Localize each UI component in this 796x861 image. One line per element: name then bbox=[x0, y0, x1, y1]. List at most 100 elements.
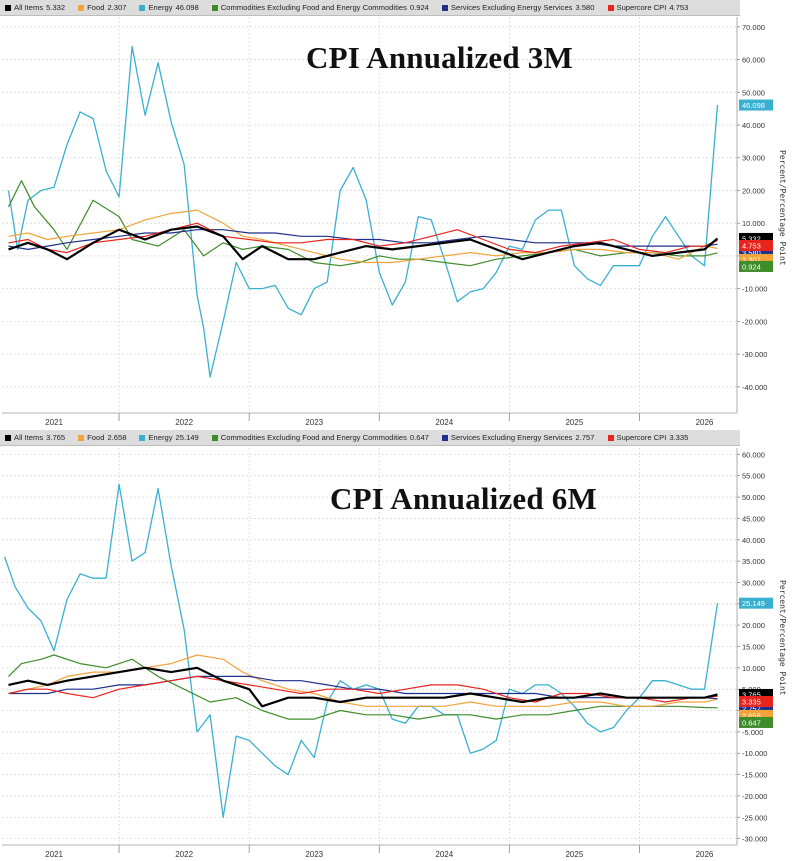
legend-swatch bbox=[78, 4, 85, 11]
last-value-badge: 2.757 bbox=[739, 702, 773, 714]
last-value-badge: 3.765 bbox=[739, 688, 773, 700]
x-tick-label: 2024 bbox=[435, 850, 453, 859]
badge-value: 3.765 bbox=[742, 690, 761, 699]
badge-value: 3.335 bbox=[742, 697, 761, 706]
y-tick-label: 20.000 bbox=[742, 621, 765, 630]
legend-series-value: 3.580 bbox=[575, 3, 595, 12]
legend-bar-6m: All Items 3.765 Food 2.658 Energy 25.149 Co… bbox=[0, 430, 740, 446]
badge-bg bbox=[739, 695, 773, 707]
series-line bbox=[8, 666, 718, 708]
legend-swatch bbox=[5, 434, 11, 441]
chart-plot-3m: 70.000 60.000 50.000 40.000 30.000 20.000 10.0… bbox=[2, 17, 773, 427]
legend-item[interactable]: Commodities Excluding Food and Energy Co… bbox=[211, 3, 429, 12]
y-tick-label: -15.000 bbox=[742, 771, 767, 780]
legend-swatch bbox=[607, 434, 614, 441]
badge-value: 5.332 bbox=[742, 234, 761, 243]
badge-bg bbox=[739, 232, 773, 244]
y-tick-label: -25.000 bbox=[742, 813, 767, 822]
badge-bg bbox=[739, 246, 773, 258]
badge-value: 25.149 bbox=[742, 599, 765, 608]
legend-item[interactable]: Commodities Excluding Food and Energy Co… bbox=[211, 433, 429, 442]
y-axis-label: Percent/Percentage Point bbox=[778, 580, 787, 696]
y-tick-label: 10.000 bbox=[742, 664, 765, 673]
y-tick-label: 35.000 bbox=[742, 557, 765, 566]
x-tick-label: 2022 bbox=[175, 418, 193, 427]
last-value-badge: 0.924 bbox=[739, 260, 773, 272]
series-line bbox=[8, 675, 718, 703]
last-value-badge: 5.332 bbox=[739, 232, 773, 244]
y-tick-label: 15.000 bbox=[742, 643, 765, 652]
legend-series-name: Commodities Excluding Food and Energy Co… bbox=[220, 433, 407, 442]
x-tick-label: 2025 bbox=[565, 850, 583, 859]
legend-item[interactable]: All Items 3.765 bbox=[5, 433, 65, 442]
y-tick-label: -5.000 bbox=[742, 728, 763, 737]
y-tick-label: 50.000 bbox=[742, 493, 765, 502]
badge-bg bbox=[739, 709, 773, 721]
legend-series-name: Services Excluding Energy Services bbox=[450, 3, 573, 12]
legend-swatch bbox=[211, 4, 218, 11]
x-tick-label: 2025 bbox=[565, 418, 583, 427]
series-line bbox=[7, 180, 718, 267]
legend-series-value: 0.924 bbox=[409, 3, 429, 12]
legend-swatch bbox=[441, 434, 448, 441]
legend-item[interactable]: Supercore CPI 3.335 bbox=[607, 433, 689, 442]
last-value-badge: 4.753 bbox=[739, 239, 773, 251]
legend-series-value: 46.098 bbox=[175, 3, 199, 12]
legend-bar-3m: All Items 5.332 Food 2.307 Energy 46.098 Co… bbox=[0, 0, 740, 16]
y-tick-label: 40.000 bbox=[742, 121, 765, 130]
legend-swatch bbox=[78, 434, 85, 441]
legend-series-name: Food bbox=[87, 3, 105, 12]
x-tick-label: 2026 bbox=[696, 850, 714, 859]
x-tick-label: 2022 bbox=[175, 850, 193, 859]
legend-series-name: Commodities Excluding Food and Energy Co… bbox=[220, 3, 407, 12]
y-axis-label: Percent/Percentage Point bbox=[778, 150, 787, 266]
last-value-badge: 25.149 bbox=[739, 597, 773, 609]
legend-series-name: Food bbox=[87, 433, 105, 442]
legend-item[interactable]: Supercore CPI 4.753 bbox=[607, 3, 688, 12]
last-value-badge: 2.658 bbox=[739, 709, 773, 721]
chart-panel-6m: All Items 3.765 Food 2.658 Energy 25.149 Co… bbox=[0, 430, 796, 861]
legend-item[interactable]: Energy 25.149 bbox=[139, 433, 199, 442]
series-line bbox=[8, 222, 718, 254]
legend-item[interactable]: Services Excluding Energy Services 3.580 bbox=[441, 3, 595, 12]
legend-swatch bbox=[139, 4, 146, 11]
y-tick-label: 50.000 bbox=[742, 88, 765, 97]
badge-bg bbox=[739, 253, 773, 265]
legend-series-value: 2.757 bbox=[575, 433, 595, 442]
legend-series-name: Supercore CPI bbox=[616, 3, 667, 12]
y-tick-label: 60.000 bbox=[742, 56, 765, 65]
legend-item[interactable]: Food 2.658 bbox=[78, 433, 126, 442]
legend-item[interactable]: All Items 5.332 bbox=[5, 3, 65, 12]
y-tick-label: 30.000 bbox=[742, 578, 765, 587]
chart-title: CPI Annualized 3M bbox=[306, 40, 573, 75]
legend-swatch bbox=[139, 434, 146, 441]
legend-series-value: 5.332 bbox=[46, 3, 66, 12]
legend-series-value: 2.658 bbox=[107, 433, 127, 442]
legend-series-value: 3.335 bbox=[669, 433, 689, 442]
last-value-badge: 3.580 bbox=[739, 246, 773, 258]
series-line bbox=[8, 654, 718, 720]
legend-swatch bbox=[5, 4, 11, 11]
x-tick-label: 2021 bbox=[45, 418, 63, 427]
y-tick-label: 70.000 bbox=[742, 23, 765, 32]
legend-item[interactable]: Energy 46.098 bbox=[139, 3, 199, 12]
legend-swatch bbox=[211, 434, 218, 441]
badge-bg bbox=[739, 688, 773, 700]
x-tick-label: 2021 bbox=[45, 850, 63, 859]
legend-series-name: All Items bbox=[14, 433, 44, 442]
badge-value: 2.307 bbox=[742, 255, 761, 264]
legend-item[interactable]: Services Excluding Energy Services 2.757 bbox=[441, 433, 595, 442]
x-tick-label: 2024 bbox=[435, 418, 453, 427]
y-tick-label: -10.000 bbox=[742, 285, 767, 294]
badge-bg bbox=[739, 702, 773, 714]
x-tick-label: 2023 bbox=[305, 418, 323, 427]
legend-series-value: 0.647 bbox=[409, 433, 429, 442]
legend-swatch bbox=[441, 4, 448, 11]
y-tick-label: 55.000 bbox=[742, 472, 765, 481]
badge-value: 3.580 bbox=[742, 248, 761, 257]
legend-series-name: Energy bbox=[148, 433, 173, 442]
last-value-badge: 3.335 bbox=[739, 695, 773, 707]
legend-item[interactable]: Food 2.307 bbox=[78, 3, 126, 12]
legend-series-value: 25.149 bbox=[175, 433, 199, 442]
